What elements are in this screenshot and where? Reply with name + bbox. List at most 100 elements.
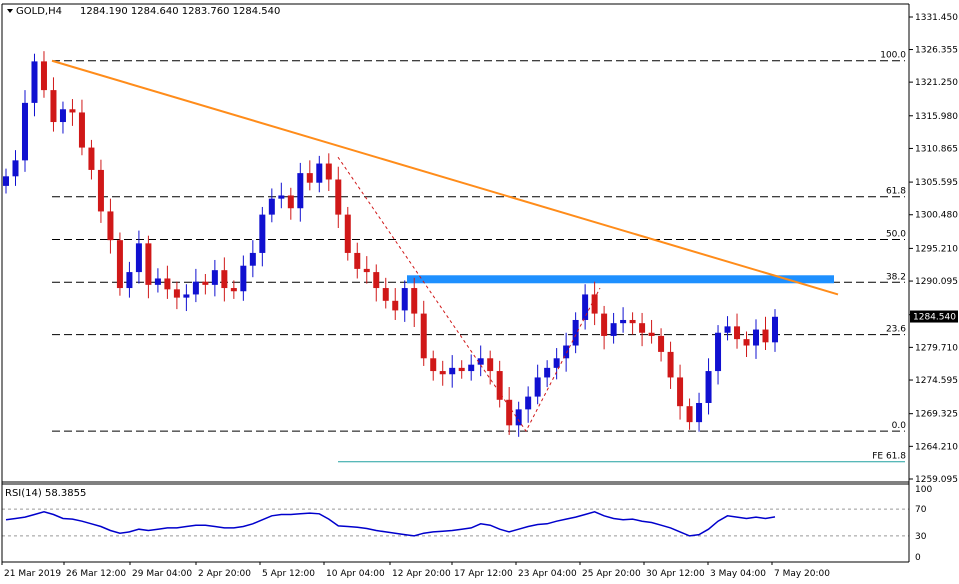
candle-body — [449, 367, 456, 375]
candle-body — [620, 319, 627, 324]
candle-body — [325, 163, 332, 180]
candle-body — [173, 289, 180, 298]
price-tick-label: 1274.595 — [915, 376, 958, 386]
price-tick-label: 1315.980 — [915, 112, 958, 122]
fib-level-label: 100.0 — [880, 51, 906, 61]
price-tick-label: 1326.355 — [915, 46, 958, 56]
rsi-panel: 100 70 30 0 — [2, 485, 932, 563]
candle-body — [316, 163, 323, 183]
candle-body — [477, 358, 484, 365]
candle-body — [743, 339, 750, 346]
candle-body — [145, 243, 152, 285]
candle-body — [411, 288, 418, 314]
dropdown-icon[interactable] — [7, 9, 13, 13]
candle-body — [306, 173, 313, 183]
candle-body — [696, 402, 703, 423]
candle-body — [515, 409, 522, 426]
candle-body — [107, 211, 114, 241]
price-tick-label: 1264.210 — [915, 442, 958, 452]
price-tick-label: 1321.250 — [915, 78, 958, 88]
candle-body — [297, 173, 304, 209]
price-tick-label: 1305.595 — [915, 178, 958, 188]
candle-body — [610, 323, 617, 336]
candle-body — [762, 329, 769, 343]
candle-body — [639, 323, 646, 333]
rsi-tick-label: 30 — [915, 532, 927, 542]
fe-level-label: FE 61.8 — [872, 452, 906, 462]
candle-body — [344, 214, 351, 253]
rsi-label: RSI(14) 58.3855 — [5, 488, 86, 499]
fib-level-label: 50.0 — [886, 230, 906, 240]
time-tick-label: 10 Apr 04:00 — [326, 569, 385, 579]
candle-body — [534, 377, 541, 397]
candle-body — [392, 300, 399, 311]
price-tick-label: 1290.095 — [915, 277, 958, 287]
time-tick-label: 26 Mar 12:00 — [66, 569, 126, 579]
candle-body — [715, 332, 722, 372]
candle-body — [601, 313, 608, 336]
time-tick-label: 7 May 20:00 — [774, 569, 830, 579]
rsi-tick-label: 70 — [915, 505, 927, 515]
candle-body — [629, 319, 636, 324]
rsi-tick-label: 100 — [915, 485, 932, 495]
time-tick-label: 30 Apr 12:00 — [646, 569, 705, 579]
candle-body — [553, 358, 560, 368]
candle-body — [78, 112, 85, 148]
candle-body — [40, 61, 47, 91]
candle-body — [335, 179, 342, 215]
candle-body — [734, 326, 741, 340]
resistance-zone — [407, 275, 834, 284]
price-tick-label: 1310.865 — [915, 144, 958, 154]
time-tick-label: 12 Apr 20:00 — [392, 569, 451, 579]
current-price-tag — [910, 310, 958, 323]
candle-body — [667, 351, 674, 378]
candle-body — [430, 358, 437, 372]
candle-body — [468, 364, 475, 372]
candle-body — [382, 288, 389, 301]
price-tick-label: 1259.095 — [915, 475, 958, 485]
candle-body — [59, 109, 66, 123]
candle-body — [221, 270, 228, 289]
candle-body — [401, 288, 408, 311]
time-tick-label: 2 Apr 20:00 — [198, 569, 251, 579]
candle-body — [287, 195, 294, 209]
candle-body — [506, 399, 513, 426]
candle-body — [363, 268, 370, 273]
fib-level-label: 61.8 — [886, 187, 906, 197]
candle-body — [268, 198, 275, 215]
candle-body — [183, 294, 190, 298]
candle-body — [772, 316, 778, 343]
candle-body — [373, 272, 380, 289]
descending-trendline — [51, 59, 839, 296]
candle-body — [572, 319, 579, 346]
candle-body — [116, 240, 123, 289]
time-tick-label: 23 Apr 04:00 — [518, 569, 577, 579]
candle-body — [50, 90, 57, 123]
candle-body — [563, 345, 570, 359]
price-panel: 1331.450 1326.355 1321.250 1315.980 1310.865… — [3, 13, 958, 485]
swing-projection-line — [337, 156, 601, 433]
candle-body — [582, 294, 589, 320]
fib-level-label: 0.0 — [892, 421, 907, 431]
candle-body — [192, 281, 199, 295]
candle-body — [525, 396, 532, 410]
candle-body — [439, 371, 446, 375]
candle-body — [724, 326, 731, 333]
candle-body — [496, 371, 503, 400]
time-tick-label: 25 Apr 20:00 — [582, 569, 641, 579]
candle-body — [458, 367, 465, 372]
candle-body — [31, 61, 38, 103]
price-tick-label: 1269.325 — [915, 410, 958, 420]
candle-body — [658, 335, 665, 352]
candle-body — [240, 265, 247, 292]
price-tick-label: 1279.710 — [915, 343, 958, 353]
time-tick-label: 5 Apr 12:00 — [262, 569, 315, 579]
candle-body — [354, 252, 361, 269]
candle-body — [135, 243, 142, 273]
candle-body — [544, 367, 551, 378]
candle-body — [3, 176, 9, 186]
candle-body — [249, 252, 256, 266]
candle-body — [278, 195, 285, 199]
ohlc-values: 1284.190 1284.640 1283.760 1284.540 — [80, 6, 280, 17]
